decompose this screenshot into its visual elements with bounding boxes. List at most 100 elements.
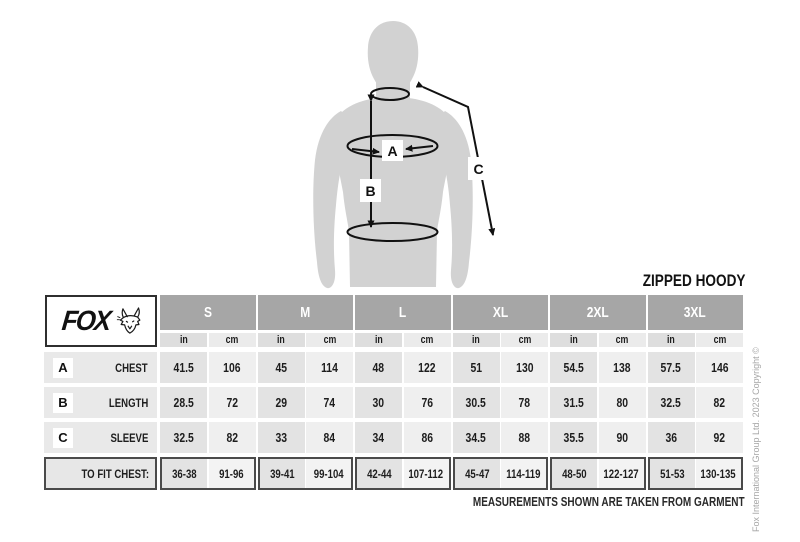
fit-cell: 91-96 [208, 459, 254, 488]
data-cell: 72 [208, 387, 256, 418]
data-value: 41.5 [173, 360, 194, 375]
fit-value: 36-38 [172, 466, 197, 481]
fit-value: 114-119 [506, 466, 541, 481]
size-header-l: L [355, 295, 451, 330]
unit-cm-text: cm [225, 334, 239, 346]
data-group-3xl: 57.5 146 [647, 352, 743, 383]
size-header-row: S M L XL 2XL 3XL [44, 295, 745, 330]
unit-in-text: in [569, 334, 578, 346]
data-value: 76 [421, 395, 433, 410]
data-group-m: 45 114 [257, 352, 353, 383]
row-header-length: B LENGTH [44, 387, 157, 418]
unit-cm-text: cm [713, 334, 726, 346]
row-label: LENGTH [99, 396, 157, 410]
data-group-xl: 30.5 78 [452, 387, 548, 418]
data-group-s: 41.5 106 [160, 352, 256, 383]
data-value: 45 [275, 360, 287, 375]
brand-logo-text: FOX [60, 305, 112, 336]
size-header-2xl-text: 2XL [586, 304, 609, 321]
unit-in-text: in [277, 334, 285, 346]
row-label: CHEST [107, 361, 157, 375]
fox-head-icon [116, 307, 141, 334]
units-group-xl: in cm [452, 333, 548, 347]
unit-cell: in [550, 333, 597, 347]
data-cell: 31.5 [550, 387, 597, 418]
fit-group-xl: 45-47 114-119 [452, 457, 548, 490]
data-group-s: 28.5 72 [160, 387, 256, 418]
data-value: 30.5 [465, 395, 487, 410]
data-value: 32.5 [173, 430, 194, 445]
data-cell: 76 [403, 387, 451, 418]
data-cell: 88 [501, 422, 548, 453]
data-value: 32.5 [660, 395, 682, 410]
data-value: 84 [323, 430, 336, 445]
row-key-text: A [58, 360, 68, 375]
data-cell: 114 [306, 352, 353, 383]
data-group-2xl: 35.5 90 [550, 422, 646, 453]
row-label-text: LENGTH [108, 395, 148, 410]
data-cell: 54.5 [550, 352, 597, 383]
unit-cm-text: cm [420, 334, 434, 346]
data-value: 28.5 [173, 395, 194, 410]
data-value: 80 [616, 395, 628, 410]
fit-cell: 107-112 [403, 459, 449, 488]
data-cell: 90 [598, 422, 646, 453]
data-value: 82 [226, 430, 238, 445]
size-header-xl-text: XL [492, 304, 508, 321]
row-key-text: B [58, 395, 68, 410]
data-value: 82 [713, 395, 726, 410]
data-value: 35.5 [563, 430, 584, 445]
fit-value: 51-53 [659, 466, 685, 481]
unit-cm-text: cm [518, 334, 531, 346]
unit-cell: in [355, 333, 402, 347]
data-cell: 35.5 [550, 422, 597, 453]
row-key-text: C [58, 430, 68, 445]
fit-value: 99-104 [313, 466, 344, 481]
brand-logo: FOX [45, 295, 157, 347]
size-header-m-text: M [300, 304, 311, 321]
data-cell: 45 [257, 352, 305, 383]
data-group-s: 32.5 82 [160, 422, 256, 453]
data-group-2xl: 54.5 138 [550, 352, 646, 383]
fit-cell: 39-41 [259, 459, 305, 488]
diagram-label-chest-text: A [387, 142, 398, 159]
data-group-l: 30 76 [355, 387, 451, 418]
units-group-3xl: in cm [647, 333, 743, 347]
fit-group-m: 39-41 99-104 [257, 457, 353, 490]
unit-cm-text: cm [323, 334, 336, 346]
fit-value: 130-135 [700, 466, 737, 481]
data-cell: 29 [257, 387, 305, 418]
data-group-m: 33 84 [257, 422, 353, 453]
unit-cell: in [647, 333, 695, 347]
data-cell: 41.5 [160, 352, 207, 383]
diagram-label-length: B [360, 179, 381, 202]
unit-cell: in [452, 333, 500, 347]
data-value: 30 [372, 395, 385, 410]
unit-in-text: in [472, 334, 480, 346]
data-value: 122 [418, 360, 436, 375]
data-value: 146 [710, 360, 729, 375]
row-header-chest: A CHEST [44, 352, 157, 383]
data-group-xl: 51 130 [452, 352, 548, 383]
data-cell: 51 [452, 352, 500, 383]
row-label-text: CHEST [115, 360, 148, 375]
data-value: 57.5 [660, 360, 682, 375]
fit-value: 122-127 [603, 466, 639, 481]
fit-cell: 51-53 [649, 459, 695, 488]
data-value: 86 [421, 430, 433, 445]
fit-group-3xl: 51-53 130-135 [647, 457, 743, 490]
size-header-2xl: 2XL [550, 295, 646, 330]
data-cell: 92 [696, 422, 743, 453]
data-value: 34.5 [465, 430, 487, 445]
fit-cell: 130-135 [696, 459, 741, 488]
fit-value: 107-112 [408, 466, 444, 481]
table-row-length: B LENGTH 28.5 72 29 74 30 76 30.5 78 31.… [44, 387, 745, 418]
copyright-vertical-text: Fox International Group Ltd. 2023 Copyri… [751, 347, 761, 532]
units-group-l: in cm [355, 333, 451, 347]
data-value: 106 [223, 360, 241, 375]
unit-cell: in [257, 333, 305, 347]
data-cell: 30 [355, 387, 402, 418]
data-cell: 57.5 [647, 352, 695, 383]
row-key-box: A [53, 357, 73, 378]
